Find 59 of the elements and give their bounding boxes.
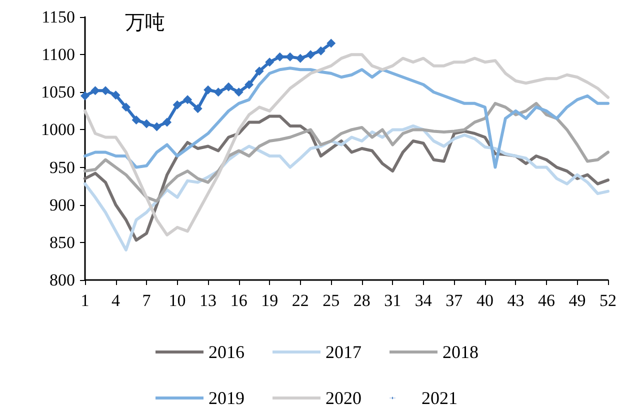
legend-label: 2017 xyxy=(326,342,362,362)
point xyxy=(244,80,254,90)
x-tick-label: 7 xyxy=(142,291,152,310)
point xyxy=(204,85,213,94)
point xyxy=(254,66,264,76)
x-tick-label: 10 xyxy=(168,291,186,310)
x-tick-label: 46 xyxy=(538,291,555,310)
point xyxy=(265,58,274,67)
point xyxy=(101,86,110,96)
point xyxy=(193,104,202,114)
point xyxy=(316,46,326,56)
point xyxy=(214,88,223,97)
x-tick-label: 25 xyxy=(322,291,340,310)
line-series xyxy=(84,102,610,203)
y-tick-label: 950 xyxy=(50,158,75,177)
x-tick-label: 49 xyxy=(568,291,586,310)
legend-label: 2018 xyxy=(442,342,478,362)
x-tick-label: 34 xyxy=(414,291,432,310)
point xyxy=(132,115,141,124)
point xyxy=(234,88,244,97)
y-tick-label: 1100 xyxy=(42,45,75,64)
x-tick-label: 52 xyxy=(600,291,616,310)
x-tick-label: 37 xyxy=(446,291,464,310)
x-tick-label: 43 xyxy=(507,291,524,310)
point xyxy=(162,118,172,127)
point xyxy=(122,102,131,112)
line-series xyxy=(84,53,610,236)
x-tick-label: 4 xyxy=(112,291,121,310)
legend-label: 2019 xyxy=(208,388,244,408)
point xyxy=(111,90,120,100)
x-tick-label: 16 xyxy=(230,291,248,310)
x-tick-label: 22 xyxy=(292,291,309,310)
y-tick-label: 800 xyxy=(50,270,75,290)
y-tick-label: 850 xyxy=(50,232,75,252)
point xyxy=(306,50,316,60)
point xyxy=(172,100,182,110)
y-axis-title: 万吨 xyxy=(125,12,165,34)
point xyxy=(326,38,336,48)
x-tick-label: 13 xyxy=(200,291,217,310)
point xyxy=(183,95,192,104)
y-tick-label: 1000 xyxy=(41,120,75,140)
legend-label: 2021 xyxy=(422,388,458,408)
x-tick-label: 28 xyxy=(353,291,370,310)
point xyxy=(224,82,234,92)
legend-label: 2016 xyxy=(208,342,244,362)
x-tick-label: 31 xyxy=(384,291,402,310)
point xyxy=(152,122,162,132)
point xyxy=(296,54,305,63)
y-tick-label: 900 xyxy=(50,195,75,214)
point xyxy=(142,119,152,128)
point xyxy=(286,52,295,62)
legend-label: 2020 xyxy=(326,388,362,408)
point xyxy=(80,91,90,100)
y-tick-label: 1050 xyxy=(41,82,75,102)
y-tick-label: 1150 xyxy=(42,8,75,26)
line-series xyxy=(84,66,610,169)
x-tick-label: 1 xyxy=(80,291,90,310)
x-tick-label: 19 xyxy=(261,291,278,310)
x-tick-label: 40 xyxy=(476,291,494,310)
